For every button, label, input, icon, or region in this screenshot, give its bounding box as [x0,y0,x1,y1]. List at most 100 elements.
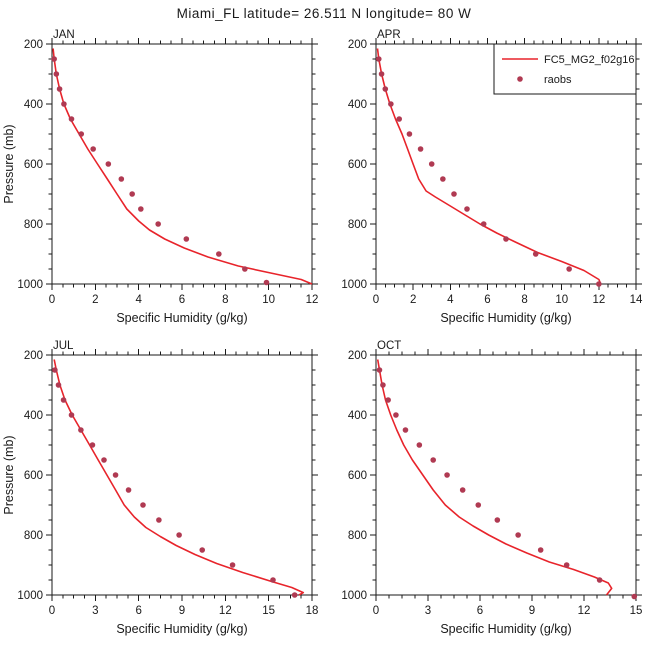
raob-point [532,251,539,257]
y-tick-label: 1000 [341,279,367,291]
plot-frame [51,43,313,285]
panel-label: JAN [53,29,75,41]
raob-point [60,397,67,403]
legend-dot-sample [517,76,523,82]
raob-point [382,86,389,92]
y-tick-label: 1000 [17,279,43,291]
x-tick-label: 0 [373,294,379,306]
legend-label-raobs: raobs [544,74,572,86]
raob-point [428,161,435,167]
raob-point [430,457,436,463]
raob-point [78,427,84,433]
raob-point [440,176,446,182]
y-axis-label: Pressure (mb) [2,124,16,203]
raob-point [385,397,391,403]
raob-point [183,236,190,242]
panel-label: APR [377,29,401,41]
x-tick-label: 6 [477,605,483,617]
raob-point [263,279,270,286]
raob-point [393,412,399,418]
panel-grid: 0 2 4 6 8 10 12 200 400 600 800 1000 JAN Specific Hum… [0,26,648,648]
raob-point [78,131,85,137]
y-tick-label: 600 [24,470,43,482]
y-tick-label: 800 [348,530,367,542]
y-tick-label: 400 [24,410,43,422]
raob-point [156,517,162,523]
raob-point [475,502,482,508]
y-tick-label: 800 [348,219,367,231]
x-tick-label: 10 [555,294,568,306]
raob-point [176,532,182,538]
x-tick-label: 0 [49,605,55,617]
raob-point [515,532,521,538]
raob-point [56,86,63,92]
y-tick-label: 200 [348,350,367,362]
x-tick-label: 2 [92,294,98,306]
x-tick-label: 12 [306,294,319,306]
legend-box [493,43,637,95]
y-tick-label: 200 [348,39,367,51]
model-line [52,48,313,285]
raob-point [51,56,57,62]
raob-point [155,221,161,227]
raob-point [101,457,107,463]
raob-point [61,101,67,107]
model-line [53,359,305,596]
raob-point [406,131,413,137]
raob-point [125,487,132,493]
raob-point [380,382,386,388]
x-tick-label: 15 [262,605,275,617]
raob-point [396,116,403,122]
x-tick-label: 0 [49,294,55,306]
y-tick-label: 600 [348,470,367,482]
raob-point [105,161,112,167]
raob-point [242,266,248,272]
raob-point [89,442,96,448]
raob-point [112,472,119,478]
raob-point [480,221,487,227]
y-tick-label: 600 [24,159,43,171]
raob-point [402,427,409,433]
y-tick-label: 200 [24,39,43,51]
raob-point [129,191,135,197]
x-tick-label: 3 [92,605,98,617]
raob-point [376,367,383,373]
x-tick-label: 9 [179,605,185,617]
raob-point [216,251,222,257]
y-tick-label: 400 [348,99,367,111]
y-tick-label: 1000 [341,590,367,602]
panel-apr: 0 2 4 6 8 10 12 14 200 400 600 800 1000 APR Specific H… [341,29,643,325]
raob-point [68,412,75,418]
raob-point [631,593,638,600]
y-tick-label: 400 [348,410,367,422]
x-tick-label: 8 [521,294,527,306]
x-axis-label: Specific Humidity (g/kg) [116,311,247,325]
y-tick-label: 600 [348,159,367,171]
y-axis-label: Pressure (mb) [2,435,16,514]
x-tick-label: 6 [484,294,490,306]
x-tick-label: 2 [410,294,416,306]
panel-oct: 0 3 6 9 12 15 200 400 600 800 1000 OCT Specific Humi… [341,340,642,636]
panel-label: OCT [377,340,401,352]
figure-title: Miami_FL latitude= 26.511 N longitude= 8… [176,6,472,21]
x-tick-label: 10 [262,294,275,306]
x-tick-label: 12 [578,605,591,617]
raob-point [417,146,424,152]
panel-label: JUL [53,340,74,352]
x-tick-label: 4 [135,294,142,306]
raob-point [566,266,572,272]
x-axis-label: Specific Humidity (g/kg) [440,311,571,325]
x-tick-label: 6 [135,605,141,617]
raob-point [68,116,75,122]
raob-point [503,236,509,242]
raob-point [375,56,382,62]
raob-point [451,191,457,197]
raob-point [563,562,570,568]
legend-label-model: FC5_MG2_f02g16 [544,54,635,66]
raob-point [291,592,298,598]
y-tick-label: 400 [24,99,43,111]
raob-point [140,502,146,508]
raob-point [53,71,60,77]
x-axis-label: Specific Humidity (g/kg) [116,622,247,636]
model-line [376,48,602,285]
